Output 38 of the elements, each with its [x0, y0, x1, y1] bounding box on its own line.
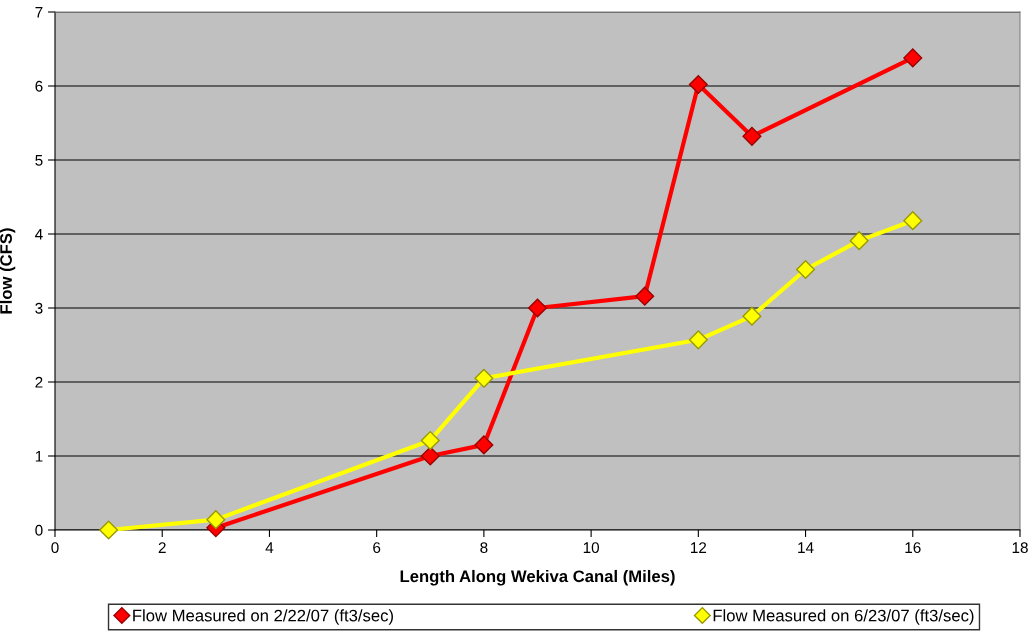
- point: [796, 259, 816, 280]
- y-tick-label: 5: [35, 155, 43, 166]
- x-tick-label: 8: [480, 542, 488, 554]
- point: [742, 306, 762, 326]
- y-tick-label: 2: [35, 376, 43, 388]
- x-tick-label: 10: [583, 542, 600, 554]
- point: [635, 286, 655, 306]
- point: [849, 231, 869, 251]
- x-tick-label: 0: [51, 542, 59, 554]
- y-axis-title: Flow (CFS): [0, 228, 16, 314]
- x-axis-title: Length Along Wekiva Canal (Miles): [400, 569, 675, 586]
- point: [688, 330, 708, 350]
- x-tick-label: 12: [691, 542, 707, 553]
- y-tick-label: 1: [35, 451, 43, 462]
- point: [420, 430, 440, 450]
- point: [688, 74, 708, 95]
- point: [903, 48, 923, 68]
- x-tick-label: 4: [265, 542, 274, 553]
- point: [474, 368, 494, 388]
- y-tick-label: 4: [35, 229, 43, 240]
- x-tick-label: 14: [798, 542, 814, 553]
- point: [527, 298, 548, 318]
- point: [206, 510, 226, 530]
- x-tick-label: 16: [905, 542, 921, 554]
- x-tick-label: 6: [373, 542, 381, 554]
- point: [903, 211, 923, 231]
- x-tick-label: 18: [1012, 542, 1028, 554]
- x-tick-label: 2: [158, 542, 166, 553]
- point: [474, 435, 494, 455]
- legend-label: Flow Measured on 2/22/07 (ft3/sec): [133, 609, 393, 625]
- y-tick-label: 0: [35, 524, 43, 536]
- y-tick-label: 3: [35, 302, 43, 314]
- y-tick-label: 6: [35, 80, 43, 92]
- y-tick-label: 7: [35, 7, 43, 18]
- point: [742, 126, 762, 146]
- point: [420, 446, 440, 466]
- legend-label: Flow Measured on 6/23/07 (ft3/sec): [713, 609, 974, 625]
- point: [99, 520, 119, 540]
